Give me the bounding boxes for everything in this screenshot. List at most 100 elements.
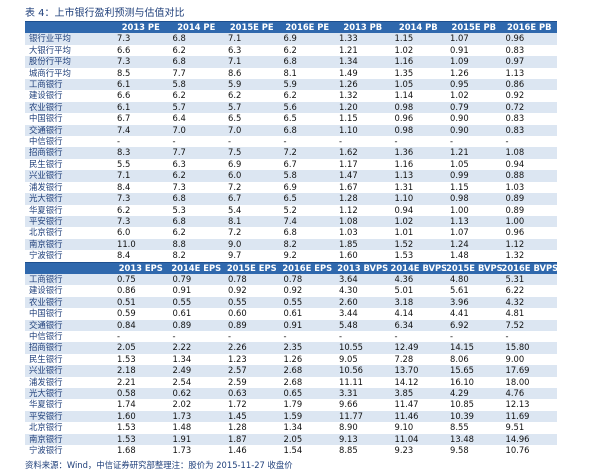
cell: 0.89 [224, 319, 280, 331]
cell: - [390, 330, 446, 343]
cell: 16.10 [446, 376, 502, 388]
cell: 6.1 [113, 101, 169, 114]
cell: - [335, 330, 391, 343]
row-label: 中信银行 [25, 330, 113, 343]
row-label: 南京银行 [25, 238, 113, 251]
cell: 5.6 [279, 101, 335, 114]
cell: 4.32 [501, 296, 557, 309]
cell: 2.59 [224, 376, 280, 388]
cell: 10.85 [446, 399, 502, 411]
row-label: 农业银行 [25, 101, 113, 114]
cell: 5.2 [279, 204, 335, 216]
row-label: 大银行平均 [25, 44, 113, 57]
row-label: 北京银行 [25, 227, 113, 239]
cell: 4.41 [446, 308, 502, 320]
header-cell: 2016E PE [279, 21, 335, 34]
cell: 1.52 [390, 238, 446, 251]
data-row: 中信银行 - - - - - - - - [25, 136, 557, 148]
cell: 0.86 [113, 285, 169, 297]
cell: 2.05 [279, 433, 335, 446]
cell: 0.89 [501, 193, 557, 205]
data-row: 浦发银行 8.4 7.3 7.2 6.9 1.67 1.31 1.15 1.03 [25, 181, 557, 194]
cell: 1.16 [390, 56, 446, 68]
cell: 8.06 [446, 353, 502, 366]
cell: 1.03 [501, 181, 557, 194]
data-row: 华夏银行 6.2 5.3 5.4 5.2 1.12 0.94 1.00 0.89 [25, 204, 557, 216]
cell: 1.26 [335, 79, 391, 91]
cell: 6.8 [168, 33, 224, 45]
cell: 0.92 [224, 285, 280, 297]
cell: 15.65 [446, 365, 502, 377]
cell: 5.3 [168, 204, 224, 216]
data-row: 建设银行 6.6 6.2 6.2 6.2 1.32 1.14 1.02 0.92 [25, 90, 557, 102]
cell: 1.45 [224, 410, 280, 423]
cell: 0.98 [446, 193, 502, 205]
cell: 3.44 [335, 308, 391, 320]
cell: 5.4 [224, 204, 280, 216]
cell: 7.2 [279, 147, 335, 159]
cell: 0.78 [224, 273, 280, 286]
data-row: 大银行平均 6.6 6.2 6.3 6.2 1.21 1.02 0.91 0.83 [25, 44, 557, 57]
cell: 6.0 [224, 170, 280, 182]
cell: 5.7 [168, 101, 224, 114]
cell: 6.8 [279, 227, 335, 239]
cell: 1.48 [168, 422, 224, 434]
cell: 9.0 [224, 238, 280, 251]
cell: 1.34 [279, 422, 335, 434]
cell: 6.2 [168, 44, 224, 57]
cell: 9.2 [279, 250, 335, 263]
cell: 1.68 [113, 445, 169, 457]
cell: 8.4 [113, 250, 169, 263]
cell: 7.4 [279, 215, 335, 228]
data-row: 城商行平均 8.5 7.7 8.6 8.1 1.49 1.35 1.26 1.13 [25, 67, 557, 80]
cell: 5.61 [446, 285, 502, 297]
row-label: 银行业平均 [25, 33, 113, 45]
cell: 5.01 [390, 285, 446, 297]
row-label: 农业银行 [25, 296, 113, 309]
cell: 9.51 [501, 422, 557, 434]
cell: 12.13 [501, 399, 557, 411]
cell: 4.76 [501, 388, 557, 400]
cell: 7.52 [501, 319, 557, 331]
cell: - [113, 136, 169, 148]
cell: 8.4 [113, 181, 169, 194]
cell: 3.18 [390, 296, 446, 309]
cell: 1.28 [335, 193, 391, 205]
cell: 4.80 [446, 273, 502, 286]
row-label: 平安银行 [25, 215, 113, 228]
cell: 2.68 [279, 376, 335, 388]
cell: 2.35 [279, 342, 335, 354]
cell: 14.15 [446, 342, 502, 354]
cell: 8.85 [335, 445, 391, 457]
cell: 1.53 [390, 250, 446, 263]
header-cell: 2015E PE [224, 21, 280, 34]
cell: 1.16 [390, 158, 446, 171]
cell: 2.21 [113, 376, 169, 388]
cell: 1.36 [390, 147, 446, 159]
data-row: 建设银行 0.86 0.91 0.92 0.92 4.30 5.01 5.61 6.22 [25, 285, 557, 297]
cell: 10.39 [446, 410, 502, 423]
row-label: 民生银行 [25, 158, 113, 171]
cell: 1.05 [390, 79, 446, 91]
cell: 7.4 [113, 124, 169, 137]
cell: 7.1 [224, 56, 280, 68]
cell: 1.12 [335, 204, 391, 216]
cell: 6.9 [279, 181, 335, 194]
cell: 0.51 [113, 296, 169, 309]
data-row: 北京银行 1.53 1.48 1.28 1.34 8.90 9.10 8.55 9.51 [25, 422, 557, 434]
cell: - [446, 330, 502, 343]
cell: 7.0 [168, 124, 224, 137]
row-label: 华夏银行 [25, 399, 113, 411]
row-label: 光大银行 [25, 193, 113, 205]
cell: 8.1 [279, 67, 335, 80]
cell: 0.79 [168, 273, 224, 286]
cell: 1.15 [335, 113, 391, 125]
cell: 1.31 [390, 181, 446, 194]
row-label: 招商银行 [25, 342, 113, 354]
cell: 6.34 [390, 319, 446, 331]
cell: 0.90 [446, 124, 502, 137]
cell: 2.54 [168, 376, 224, 388]
header-cell: 2014E EPS [168, 261, 224, 274]
cell: 0.78 [279, 273, 335, 286]
cell: 7.1 [113, 170, 169, 182]
